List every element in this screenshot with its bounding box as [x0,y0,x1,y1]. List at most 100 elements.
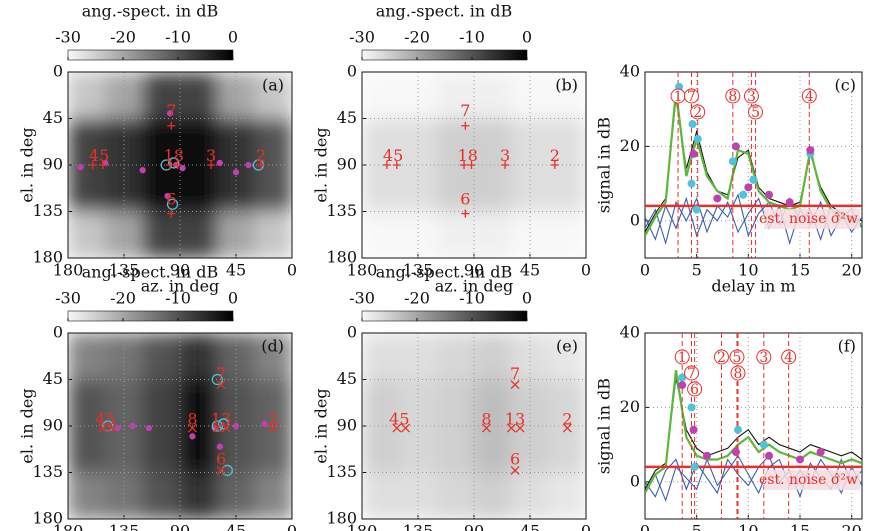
component-dot [77,163,84,171]
peak-dot [816,448,825,457]
heat-cell [105,118,144,166]
source-marker [221,423,231,433]
source-marker [167,121,176,130]
peak-dot [806,146,815,155]
x-tick-label: 135 [109,522,140,531]
peak-dot [687,403,696,412]
peak-dot [731,142,740,151]
colorbar-tick-label: -10 [165,28,191,47]
peak-dot [689,425,698,434]
delay-label: 2 [717,350,726,366]
heat-cell [362,118,400,166]
peak-dot [734,425,742,434]
heat-cell [254,472,292,519]
plot-frame [361,332,587,520]
source-label: 7 [460,101,470,120]
peak-dot [744,183,753,192]
x-tick-label: 90 [170,522,190,531]
source-marker [401,423,411,433]
source-marker [166,161,175,169]
source-marker [510,380,520,390]
source-label: 13 [505,409,525,428]
x-tick-label: 0 [640,522,650,531]
component-dot [261,420,268,428]
delay-label: 2 [693,105,702,121]
peak-dot [692,205,701,214]
heat-cell [105,379,144,427]
colorbar-label: ang.-spect. in dB [376,263,513,282]
source-marker [173,161,182,169]
component-dot [164,192,171,200]
heat-cell [180,211,218,258]
panel-label: (e) [556,337,578,356]
delay-badge [674,349,690,365]
panel-label: (c) [835,76,856,95]
y-tick-label: 20 [620,397,640,416]
x-tick-label: 135 [109,261,140,280]
delay-badge [781,349,797,365]
y-tick-label: 135 [32,462,63,481]
heat-cell [254,379,292,427]
delay-badge [801,88,817,104]
overlays [98,373,278,477]
heat-cell [254,72,292,119]
panel-label-bg [830,76,858,96]
source-marker [98,161,107,169]
heat-cell [217,333,256,380]
component-dot [129,422,136,430]
source-marker [461,121,470,130]
x-tick-label: 0 [640,261,650,280]
colorbar [67,310,234,322]
source-marker [187,423,197,433]
heat-cell [68,165,106,212]
source-label: 45 [89,146,109,165]
y-tick-label: 135 [326,462,357,481]
x-tick-label: 45 [520,522,540,531]
x-tick-label: 45 [226,261,246,280]
heat-cell [399,211,438,258]
y-tick-label: 20 [620,136,640,155]
heat-cell [254,426,292,473]
heat-cell [180,472,218,519]
heatmap-cells [68,72,292,258]
delay-label: 5 [733,350,742,366]
heat-cell [217,118,256,166]
heat-cell [548,165,586,212]
delay-badge [684,88,699,104]
heat-cell [548,472,586,519]
delay-label: 4 [805,89,814,105]
colorbar-tick-label: -20 [404,289,430,308]
delay-badge [713,349,729,365]
peak-dot [678,373,687,382]
overlays [77,110,265,218]
delay-badge [690,104,706,120]
estimate-circle [217,418,230,430]
x-tick-label: 180 [347,261,378,280]
colorbar-label: ang.-spect. in dB [82,2,219,21]
heat-cell [362,165,400,212]
heat-cell [474,165,512,212]
plot-frame [361,71,587,259]
panel-label: (d) [261,337,284,356]
x-tick-label: 20 [841,261,861,280]
colorbar-tick-label: -20 [110,289,136,308]
source-marker [515,423,525,433]
y-tick-label: 135 [326,201,357,220]
y-tick-label: 0 [347,323,357,342]
heat-cell [362,472,400,519]
heat-cell [142,333,181,380]
source-label: 7 [166,101,176,120]
colorbar-label: ang.-spect. in dB [376,2,513,21]
component-dot [216,159,223,167]
peak-dot [785,198,794,207]
peak-dot [687,179,696,188]
component-dot [216,443,223,450]
heat-cell [254,211,292,258]
heat-cell [474,211,512,258]
heat-cell [474,426,512,473]
noise-label: est. noise σ̂²w [759,211,858,227]
source-marker [392,423,402,433]
heat-cell [474,379,512,427]
overlays [392,380,572,475]
